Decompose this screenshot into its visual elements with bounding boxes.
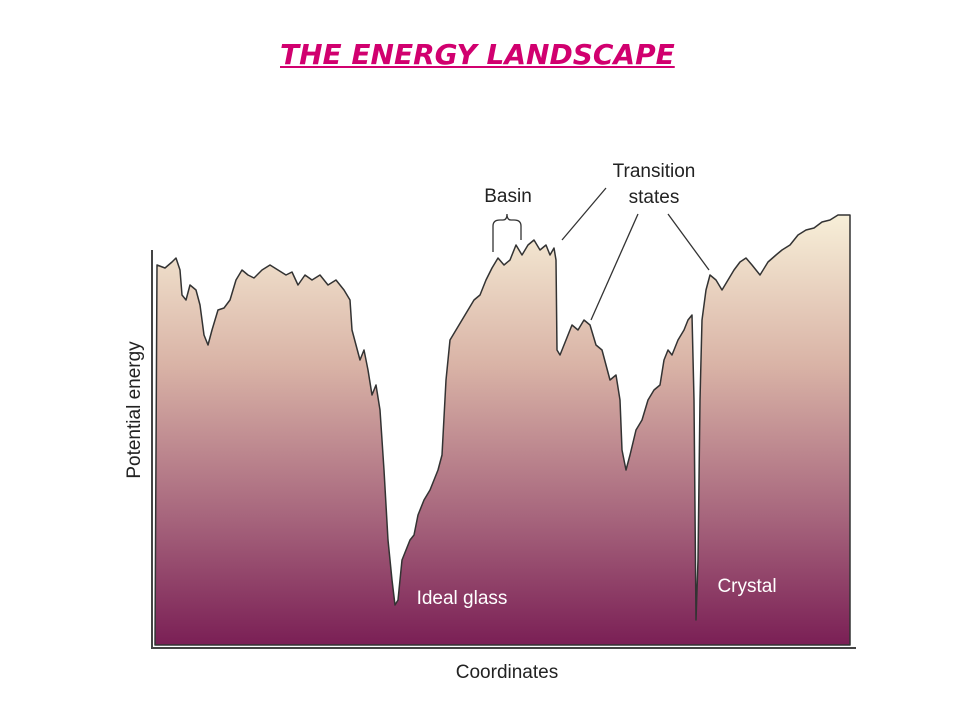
pointer — [561, 187, 607, 241]
transition-label: states — [629, 187, 680, 208]
pointer — [667, 213, 710, 271]
y-axis-label: Potential energy — [124, 341, 145, 479]
landscape — [154, 214, 851, 646]
basin-label: Basin — [484, 186, 532, 207]
transition-label: Transition — [613, 161, 696, 182]
ideal-glass-label: Ideal glass — [417, 588, 508, 609]
title: THE ENERGY LANDSCAPE — [280, 38, 675, 71]
basin-bracket — [492, 213, 522, 252]
x-axis-label: Coordinates — [456, 662, 558, 683]
crystal-label: Crystal — [717, 576, 776, 597]
pointer — [590, 213, 639, 321]
